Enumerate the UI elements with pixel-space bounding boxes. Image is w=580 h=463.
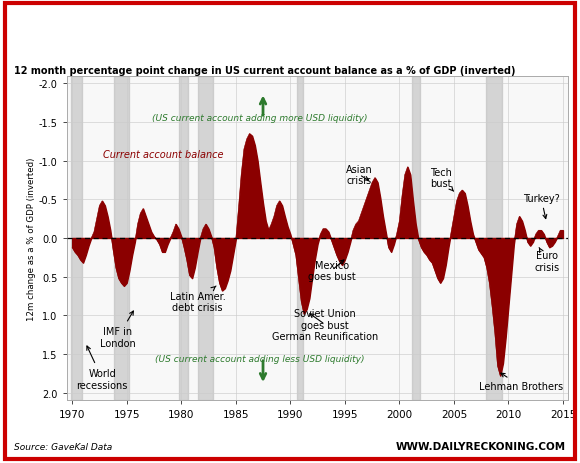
Bar bbox=[297, 76, 303, 400]
Text: IMF in
London: IMF in London bbox=[100, 311, 136, 348]
Text: Lehman Brothers: Lehman Brothers bbox=[480, 373, 564, 392]
Bar bbox=[179, 76, 188, 400]
Text: Asian
crisis: Asian crisis bbox=[346, 164, 372, 186]
Bar bbox=[412, 76, 420, 400]
Bar bbox=[198, 76, 213, 400]
Text: Soviet Union
goes bust
German Reunification: Soviet Union goes bust German Reunificat… bbox=[272, 308, 378, 341]
Text: World
recessions: World recessions bbox=[77, 346, 128, 390]
Text: 12 month percentage point change in US current account balance as a % of GDP (in: 12 month percentage point change in US c… bbox=[14, 66, 516, 76]
Bar bbox=[71, 76, 82, 400]
Bar bbox=[114, 76, 129, 400]
Text: WWW.DAILYRECKONING.COM: WWW.DAILYRECKONING.COM bbox=[396, 441, 566, 451]
Text: Latin Amer.
debt crisis: Latin Amer. debt crisis bbox=[170, 287, 226, 313]
Text: Mexico
goes bust: Mexico goes bust bbox=[308, 260, 356, 282]
Text: (US current account adding more USD liquidity): (US current account adding more USD liqu… bbox=[152, 114, 368, 123]
Bar bbox=[485, 76, 502, 400]
Text: Current account balance: Current account balance bbox=[103, 150, 223, 160]
Text: (US current account adding less USD liquidity): (US current account adding less USD liqu… bbox=[155, 354, 364, 363]
Text: Tech
bust: Tech bust bbox=[430, 168, 454, 192]
Text: Changes in the US Current Account Balance and Financial Crises: Changes in the US Current Account Balanc… bbox=[23, 26, 557, 41]
Text: Source: GaveKal Data: Source: GaveKal Data bbox=[14, 443, 113, 451]
Text: Turkey?: Turkey? bbox=[523, 194, 560, 219]
Y-axis label: 12m change as a % of GDP (inverted): 12m change as a % of GDP (inverted) bbox=[27, 157, 36, 320]
Text: Euro
crisis: Euro crisis bbox=[534, 248, 559, 272]
